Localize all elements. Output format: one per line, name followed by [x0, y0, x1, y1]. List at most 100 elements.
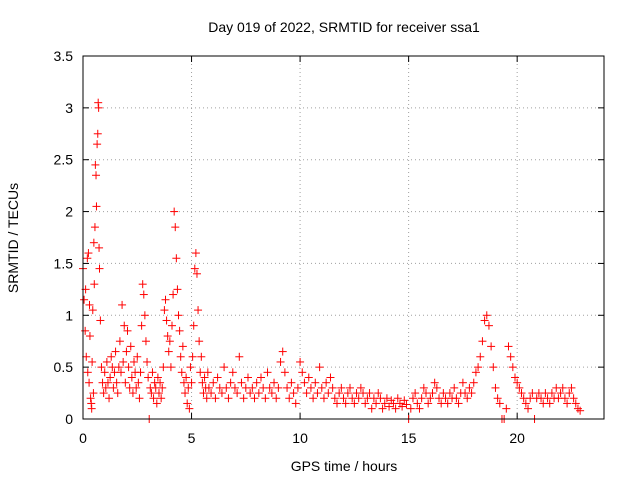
data-point	[140, 311, 149, 320]
chart-title: Day 019 of 2022, SRMTID for receiver ssa…	[208, 19, 480, 35]
data-point	[285, 394, 294, 403]
data-point	[152, 399, 161, 408]
data-point	[192, 269, 201, 278]
data-point	[81, 326, 90, 335]
data-point	[91, 160, 100, 169]
data-point	[83, 368, 92, 377]
data-point	[493, 394, 502, 403]
data-point	[230, 383, 239, 392]
data-point	[134, 378, 143, 387]
data-point	[136, 368, 145, 377]
data-point	[413, 399, 422, 408]
y-tick-label: 0	[65, 411, 73, 427]
data-point	[478, 337, 487, 346]
data-point	[135, 394, 144, 403]
data-point	[97, 363, 106, 372]
data-point	[96, 316, 105, 325]
data-point	[484, 321, 493, 330]
data-point	[228, 368, 237, 377]
data-point	[171, 223, 180, 232]
data-point	[126, 342, 135, 351]
data-point	[322, 378, 331, 387]
data-point	[495, 399, 504, 408]
data-point	[102, 357, 111, 366]
data-point	[426, 394, 435, 403]
data-point	[380, 399, 389, 408]
data-point	[88, 357, 97, 366]
data-point	[220, 363, 229, 372]
data-point	[558, 383, 567, 392]
data-point	[343, 389, 352, 398]
data-point	[124, 363, 133, 372]
data-point	[158, 383, 167, 392]
data-point	[90, 223, 99, 232]
data-point	[346, 383, 355, 392]
y-tick-label: 1	[65, 307, 73, 323]
data-point	[196, 368, 205, 377]
data-point	[278, 347, 287, 356]
data-point	[293, 383, 302, 392]
data-point	[233, 389, 242, 398]
data-point	[560, 394, 569, 403]
data-point	[280, 368, 289, 377]
data-point	[406, 404, 415, 413]
data-point	[306, 383, 315, 392]
data-point	[154, 389, 163, 398]
data-point	[246, 389, 255, 398]
data-point	[428, 389, 437, 398]
data-point	[85, 332, 94, 341]
plot-frame	[82, 55, 605, 420]
data-point	[222, 383, 231, 392]
data-point	[115, 337, 124, 346]
y-tick-label: 0.5	[54, 359, 74, 375]
data-point	[122, 347, 131, 356]
data-point	[103, 378, 112, 387]
data-point	[93, 140, 102, 149]
data-point	[181, 389, 190, 398]
data-point	[149, 394, 158, 403]
data-point	[224, 394, 233, 403]
data-point	[141, 337, 150, 346]
y-tick-label: 2.5	[54, 152, 74, 168]
x-axis-title: GPS time / hours	[291, 458, 398, 474]
data-point	[402, 400, 411, 409]
data-point	[148, 368, 157, 377]
data-point	[573, 404, 582, 413]
data-point	[184, 383, 193, 392]
data-point	[160, 306, 169, 315]
data-point	[339, 394, 348, 403]
data-point	[424, 399, 433, 408]
data-point	[417, 394, 426, 403]
data-point	[164, 347, 173, 356]
data-point	[283, 383, 292, 392]
x-tick-label: 15	[401, 430, 417, 446]
data-point	[445, 389, 454, 398]
data-point	[467, 389, 476, 398]
data-point	[400, 396, 409, 405]
data-point	[198, 378, 207, 387]
data-point	[82, 352, 91, 361]
data-point	[153, 373, 162, 382]
data-point	[350, 399, 359, 408]
data-point	[172, 254, 181, 263]
data-point	[506, 352, 515, 361]
data-point	[143, 357, 152, 366]
data-point	[120, 321, 129, 330]
data-point	[186, 363, 195, 372]
data-point	[118, 300, 127, 309]
data-point	[132, 383, 141, 392]
data-point	[487, 342, 496, 351]
data-point	[217, 389, 226, 398]
data-point	[197, 352, 206, 361]
data-point	[162, 316, 171, 325]
data-point	[393, 394, 402, 403]
data-point	[89, 389, 98, 398]
data-point	[121, 378, 130, 387]
data-point	[274, 383, 283, 392]
grid	[83, 56, 604, 419]
data-point	[209, 378, 218, 387]
data-point	[480, 316, 489, 325]
data-point	[510, 373, 519, 382]
data-point	[452, 394, 461, 403]
data-point	[170, 207, 179, 216]
